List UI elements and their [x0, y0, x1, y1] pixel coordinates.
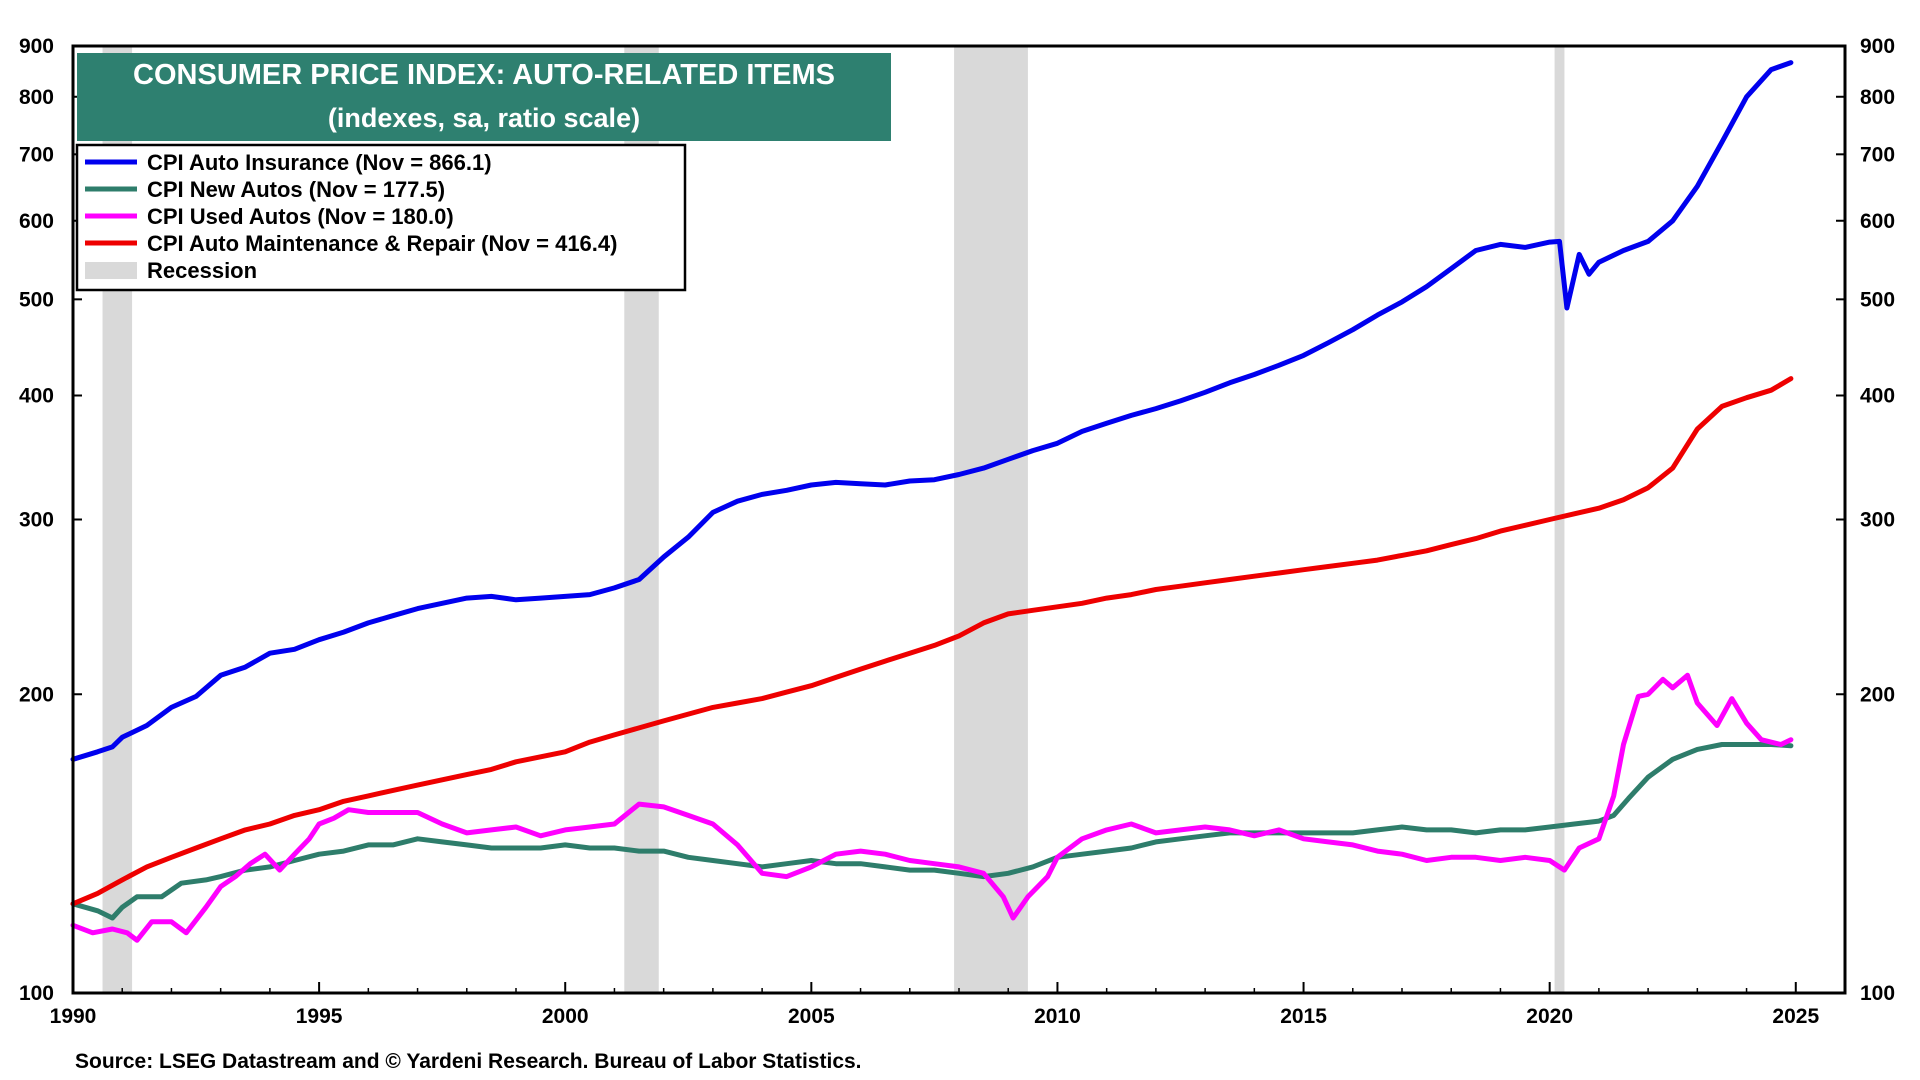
- y-tick-label-right: 900: [1860, 35, 1895, 58]
- source-note: Source: LSEG Datastream and © Yardeni Re…: [75, 1050, 862, 1073]
- y-tick-label-right: 600: [1860, 210, 1895, 233]
- y-tick-label-left: 400: [19, 385, 54, 408]
- legend: CPI Auto Insurance (Nov = 866.1)CPI New …: [75, 143, 687, 292]
- y-tick-label-left: 300: [19, 509, 54, 532]
- y-tick-label-left: 900: [19, 35, 54, 58]
- legend-label-2: CPI New Autos (Nov = 177.5): [147, 177, 445, 202]
- series-lines: [70, 60, 1794, 943]
- y-tick-label-left: 100: [19, 982, 54, 1005]
- legend-label-4: CPI Auto Maintenance & Repair (Nov = 416…: [147, 231, 617, 256]
- series-line-cpi-new-autos: [70, 742, 1794, 921]
- legend-box: [75, 143, 687, 292]
- y-tick-label-right: 300: [1860, 509, 1895, 532]
- legend-label-1: CPI Auto Insurance (Nov = 866.1): [147, 150, 492, 175]
- series-line-cpi-auto-maintenance-and-repair: [70, 376, 1794, 907]
- legend-label-3: CPI Used Autos (Nov = 180.0): [147, 204, 454, 229]
- y-tick-label-right: 100: [1860, 982, 1895, 1005]
- recession-band-3: [954, 46, 1028, 993]
- y-tick-label-left: 200: [19, 683, 54, 706]
- x-tick-label: 2025: [1772, 1005, 1819, 1028]
- y-tick-label-right: 500: [1860, 288, 1895, 311]
- x-tick-label: 2020: [1526, 1005, 1573, 1028]
- y-tick-label-left: 800: [19, 86, 54, 109]
- x-tick-label: 1995: [296, 1005, 343, 1028]
- y-tick-label-right: 800: [1860, 86, 1895, 109]
- x-tick-label: 2000: [542, 1005, 589, 1028]
- y-tick-label-right: 200: [1860, 683, 1895, 706]
- y-tick-label-left: 500: [19, 288, 54, 311]
- series-line-cpi-auto-insurance: [70, 60, 1794, 762]
- legend-swatch-recession: [85, 262, 137, 279]
- x-tick-label: 2015: [1280, 1005, 1327, 1028]
- x-tick-label: 2005: [788, 1005, 835, 1028]
- series-line-cpi-used-autos: [70, 672, 1794, 943]
- chart-subtitle: (indexes, sa, ratio scale): [328, 103, 640, 133]
- title-box: CONSUMER PRICE INDEX: AUTO-RELATED ITEMS…: [77, 53, 891, 141]
- y-tick-label-right: 400: [1860, 385, 1895, 408]
- y-tick-label-right: 700: [1860, 143, 1895, 166]
- y-tick-label-left: 700: [19, 143, 54, 166]
- legend-label-5: Recession: [147, 258, 257, 283]
- chart-title: CONSUMER PRICE INDEX: AUTO-RELATED ITEMS: [133, 59, 835, 91]
- y-tick-label-left: 600: [19, 210, 54, 233]
- x-tick-label: 2010: [1034, 1005, 1081, 1028]
- y-axis-left: 100 200 300 400 500 600 700 800 900: [19, 35, 82, 1005]
- y-axis-right: 100 200 300 400 500 600 700 800 900: [1836, 35, 1895, 1005]
- x-axis: 1990 1995 2000 2005 2010 2015 2020 2025: [50, 982, 1819, 1028]
- x-tick-label: 1990: [50, 1005, 97, 1028]
